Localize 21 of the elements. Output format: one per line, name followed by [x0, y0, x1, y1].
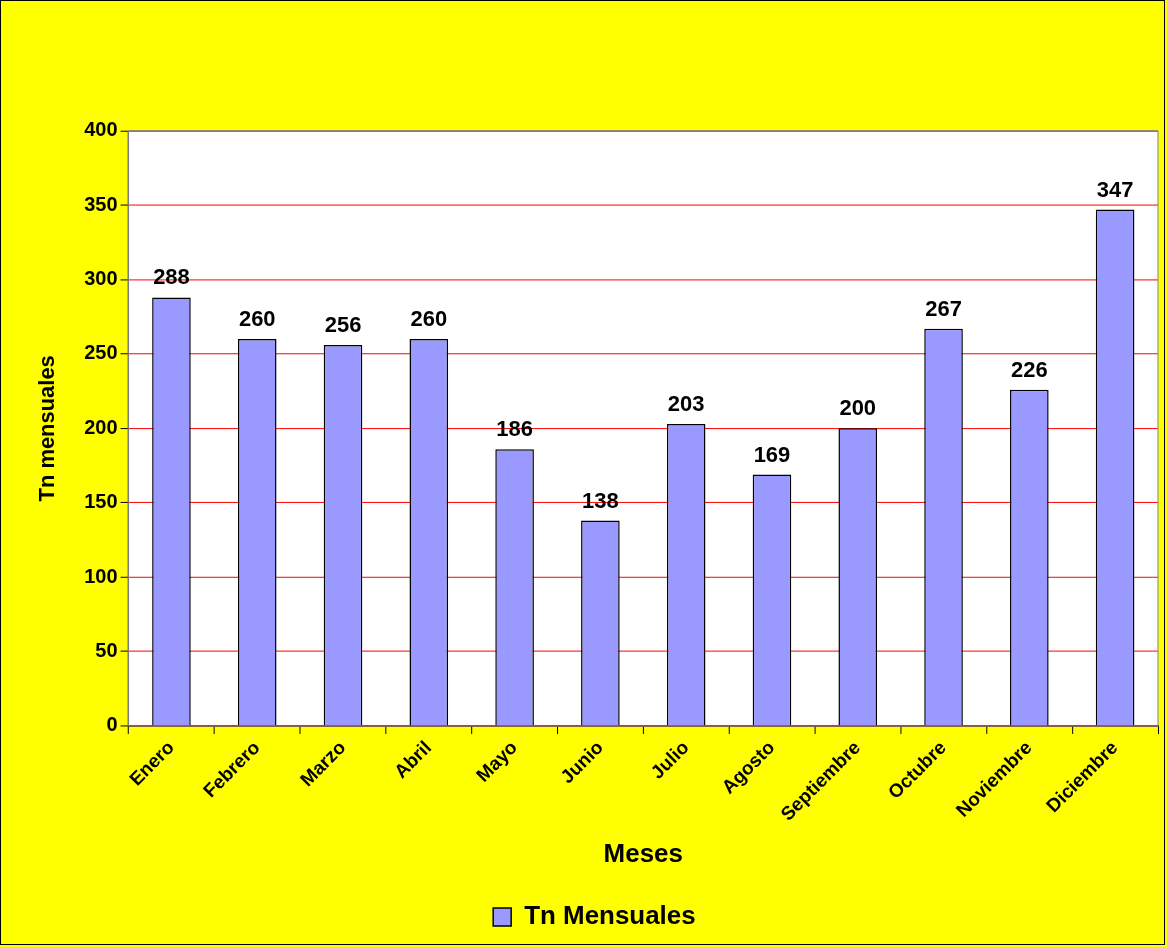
y-tick-label: 300: [84, 267, 118, 290]
data-label: 260: [238, 306, 276, 332]
data-label: 267: [925, 295, 962, 321]
data-label: 169: [753, 441, 791, 467]
y-tick-label: 150: [84, 490, 118, 513]
y-tick-label: 200: [84, 415, 118, 438]
data-label: 226: [1011, 356, 1048, 382]
y-tick-label: 400: [84, 118, 118, 141]
y-axis-title: Tn mensuales: [34, 355, 60, 502]
y-tick-label: 50: [95, 639, 118, 662]
data-label: 203: [667, 390, 705, 416]
data-label: 256: [324, 312, 362, 338]
y-tick-label: 0: [106, 713, 118, 736]
data-label: 260: [410, 306, 448, 332]
y-tick-label: 100: [84, 564, 118, 587]
data-label: 200: [839, 395, 877, 421]
data-label: 347: [1096, 176, 1134, 202]
y-tick-label: 250: [84, 341, 118, 364]
legend-label: Tn Mensuales: [524, 901, 696, 930]
y-tick-label: 350: [84, 192, 118, 215]
x-axis-title: Meses: [603, 838, 683, 867]
